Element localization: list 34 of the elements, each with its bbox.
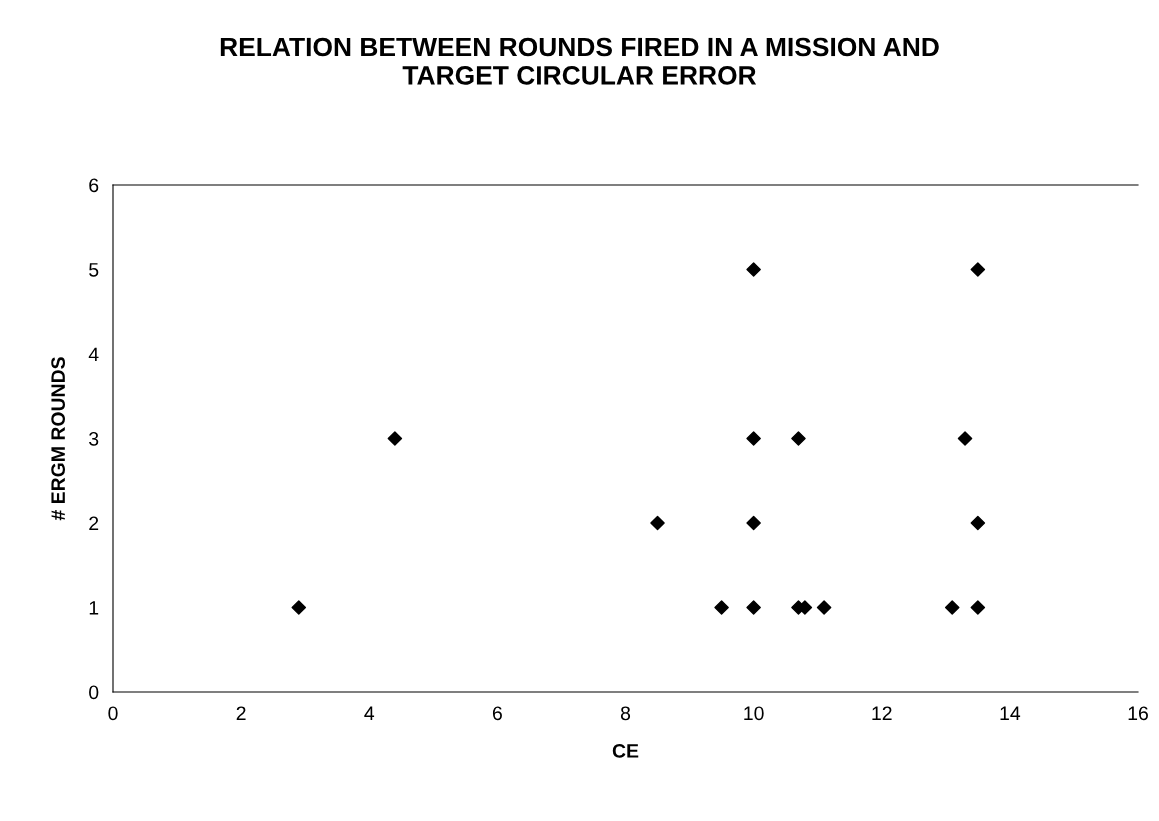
x-tick-label: 2 bbox=[236, 706, 246, 720]
point bbox=[746, 600, 761, 615]
point bbox=[957, 431, 973, 446]
x-tick-label: 12 bbox=[872, 706, 892, 720]
x-tick-label: 10 bbox=[744, 706, 764, 721]
x-tick-label: 6 bbox=[492, 706, 502, 721]
point bbox=[970, 515, 986, 531]
point bbox=[746, 262, 761, 277]
point bbox=[746, 515, 761, 531]
x-tick-label: 16 bbox=[1128, 706, 1148, 721]
x-tick-label: 4 bbox=[364, 706, 375, 720]
y-tick-label: 6 bbox=[89, 178, 99, 193]
y-tick-label: 4 bbox=[88, 347, 99, 362]
y-axis-title: # ERGM ROUNDS bbox=[51, 357, 66, 521]
point bbox=[816, 600, 832, 615]
y-tick-label: 3 bbox=[89, 431, 99, 446]
x-axis-title: CE bbox=[612, 743, 639, 758]
x-tick-label: 8 bbox=[620, 706, 631, 721]
point bbox=[291, 600, 307, 615]
y-tick-label: 0 bbox=[89, 685, 99, 700]
x-tick-label: 0 bbox=[108, 706, 118, 721]
point bbox=[387, 431, 403, 446]
y-tick-label: 2 bbox=[89, 516, 99, 531]
x-tick-label: 14 bbox=[1000, 706, 1021, 720]
chart-title: RELATION BETWEEN ROUNDS FIRED IN A MISSION AND TARGET CIRCULAR ERROR bbox=[220, 37, 939, 85]
point bbox=[970, 262, 986, 277]
point bbox=[944, 600, 960, 615]
point bbox=[746, 431, 761, 446]
y-tick-label: 5 bbox=[89, 263, 99, 277]
y-tick-label: 1 bbox=[89, 601, 99, 615]
point bbox=[970, 600, 986, 615]
point bbox=[714, 600, 729, 615]
point bbox=[791, 431, 806, 446]
point bbox=[650, 515, 665, 531]
